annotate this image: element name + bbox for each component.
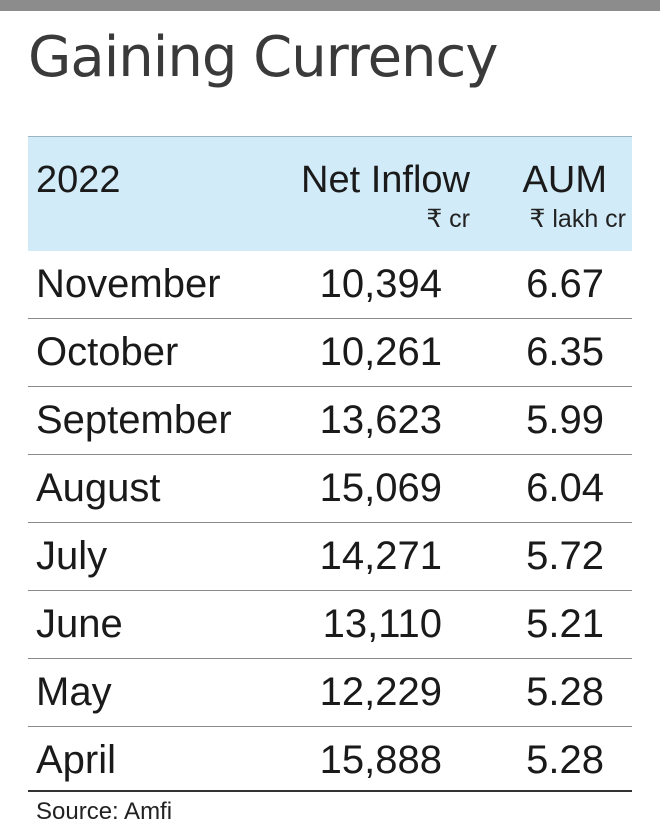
row-net-inflow: 10,261 bbox=[319, 330, 442, 374]
row-month: October bbox=[36, 330, 179, 374]
table-row: October 10,261 6.35 bbox=[28, 319, 632, 387]
source-note: Source: Amfi bbox=[36, 798, 173, 825]
row-month: November bbox=[36, 262, 221, 306]
row-aum: 5.99 bbox=[526, 398, 604, 442]
table-body: November 10,394 6.67 October 10,261 6.35… bbox=[28, 251, 632, 794]
row-net-inflow: 12,229 bbox=[319, 670, 442, 714]
header-net-inflow-unit: ₹ cr bbox=[426, 205, 470, 233]
row-month: April bbox=[36, 738, 117, 782]
row-aum: 6.67 bbox=[526, 262, 604, 306]
table-row: August 15,069 6.04 bbox=[28, 455, 632, 523]
row-aum: 6.04 bbox=[526, 466, 604, 510]
row-month: July bbox=[36, 534, 108, 578]
table-row: May 12,229 5.28 bbox=[28, 659, 632, 727]
table-row: July 14,271 5.72 bbox=[28, 523, 632, 591]
row-net-inflow: 15,069 bbox=[319, 466, 442, 510]
table-row: September 13,623 5.99 bbox=[28, 387, 632, 455]
table-row: June 13,110 5.21 bbox=[28, 591, 632, 659]
row-month: May bbox=[36, 670, 112, 714]
row-net-inflow: 14,271 bbox=[319, 534, 442, 578]
row-aum: 5.28 bbox=[526, 670, 604, 714]
header-aum: AUM bbox=[522, 159, 607, 201]
row-aum: 5.21 bbox=[526, 602, 604, 646]
table-header: 2022 Net Inflow ₹ cr AUM ₹ lakh cr bbox=[28, 136, 632, 251]
row-aum: 5.72 bbox=[526, 534, 604, 578]
row-month: June bbox=[36, 602, 123, 646]
header-net-inflow: Net Inflow bbox=[301, 159, 470, 201]
chart-title: Gaining Currency bbox=[28, 25, 498, 90]
row-net-inflow: 15,888 bbox=[319, 738, 442, 782]
row-net-inflow: 10,394 bbox=[319, 262, 442, 306]
row-net-inflow: 13,110 bbox=[322, 602, 442, 646]
row-net-inflow: 13,623 bbox=[319, 398, 442, 442]
table-row: November 10,394 6.67 bbox=[28, 251, 632, 319]
row-month: September bbox=[36, 398, 232, 442]
row-aum: 6.35 bbox=[526, 330, 604, 374]
top-bar bbox=[0, 0, 660, 11]
header-aum-unit: ₹ lakh cr bbox=[529, 205, 626, 233]
row-month: August bbox=[36, 466, 161, 510]
source-divider bbox=[28, 790, 632, 792]
table-row: April 15,888 5.28 bbox=[28, 727, 632, 794]
header-year: 2022 bbox=[36, 159, 121, 201]
row-aum: 5.28 bbox=[526, 738, 604, 782]
